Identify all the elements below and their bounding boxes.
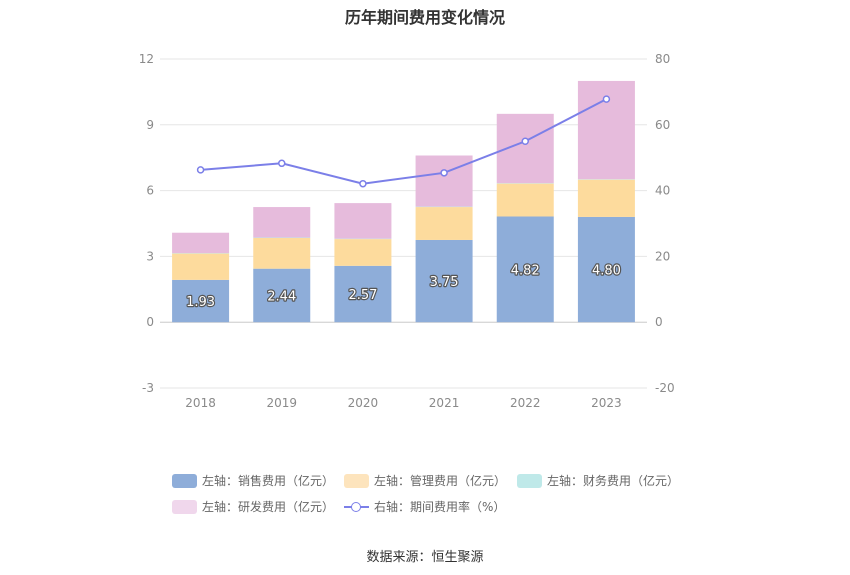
x-axis-tick-label: 2019 xyxy=(266,396,297,410)
bar-data-label: 2.57 xyxy=(348,288,377,303)
x-axis-tick-label: 2021 xyxy=(429,396,460,410)
expense-ratio-line xyxy=(200,98,607,185)
line-point xyxy=(196,166,205,174)
x-axis-tick-label: 2018 xyxy=(185,396,216,410)
legend-item-expense-ratio[interactable]: 右轴：期间费用率（%） xyxy=(344,498,505,515)
right-axis-tick-label: 60 xyxy=(655,118,670,132)
bar-segment xyxy=(415,207,473,240)
left-axis-tick-label: 12 xyxy=(139,52,154,66)
chart-title: 历年期间费用变化情况 xyxy=(344,8,505,27)
legend-item-rnd[interactable]: 左轴：研发费用（亿元） xyxy=(172,498,334,515)
bar-segment xyxy=(415,155,473,207)
bar-segment xyxy=(253,237,311,269)
bar-segment xyxy=(253,207,311,238)
left-axis-tick-label: 9 xyxy=(146,118,154,132)
x-axis-tick-label: 2022 xyxy=(510,396,541,410)
bar-data-label: 4.82 xyxy=(511,263,540,278)
legend-item-finance[interactable]: 左轴：财务费用（亿元） xyxy=(517,472,679,489)
bar-segment xyxy=(577,216,635,323)
right-axis-tick-label: 0 xyxy=(655,315,663,329)
line-point xyxy=(602,95,611,103)
legend-swatch-rnd xyxy=(172,499,197,514)
right-axis-tick-label: 40 xyxy=(655,184,670,198)
legend-label-rnd: 左轴：研发费用（亿元） xyxy=(202,500,335,514)
bar-segment xyxy=(172,232,230,254)
legend-label-sales: 左轴：销售费用（亿元） xyxy=(202,474,335,488)
left-axis-tick-label: 0 xyxy=(146,315,154,329)
left-axis-tick-label: 6 xyxy=(146,184,154,198)
bar-data-label: 3.75 xyxy=(430,275,459,290)
bar-segment xyxy=(253,268,311,323)
legend-swatch-admin xyxy=(344,473,369,488)
legend-line-icon xyxy=(344,500,369,514)
left-axis-tick-label: -3 xyxy=(142,381,154,395)
legend-swatch-finance xyxy=(517,473,542,488)
bar-data-label: 4.80 xyxy=(592,264,621,279)
legend-swatch-sales xyxy=(172,473,197,488)
legend-item-sales[interactable]: 左轴：销售费用（亿元） xyxy=(172,472,334,489)
bar-segment xyxy=(496,216,554,323)
bar-segment xyxy=(334,203,392,239)
line-point xyxy=(359,179,367,188)
bar-segment xyxy=(577,179,635,217)
left-axis-tick-label: 3 xyxy=(146,249,154,263)
source-note: 数据来源：恒生聚源 xyxy=(366,550,484,565)
bar-data-label: 1.93 xyxy=(186,295,215,310)
legend-label-admin: 左轴：管理费用（亿元） xyxy=(374,474,507,488)
bar-segment xyxy=(334,265,392,323)
line-point xyxy=(521,137,529,145)
bar-segment xyxy=(496,183,554,217)
right-axis-tick-label: 80 xyxy=(655,52,670,66)
line-point xyxy=(278,159,286,168)
line-point xyxy=(440,169,448,177)
x-axis-tick-label: 2023 xyxy=(591,396,622,410)
bar-data-label: 2.44 xyxy=(267,289,296,304)
legend-label-finance: 左轴：财务费用（亿元） xyxy=(547,474,680,488)
legend-item-admin[interactable]: 左轴：管理费用（亿元） xyxy=(344,472,506,489)
bar-segment xyxy=(415,239,473,323)
bar-segment xyxy=(334,239,392,266)
x-axis-tick-label: 2020 xyxy=(348,396,379,410)
bar-segment xyxy=(172,279,230,323)
legend-label-expense-ratio: 右轴：期间费用率（%） xyxy=(374,500,506,514)
right-axis-tick-label: -20 xyxy=(655,381,675,395)
bar-segment xyxy=(172,253,230,280)
right-axis-tick-label: 20 xyxy=(655,249,670,263)
